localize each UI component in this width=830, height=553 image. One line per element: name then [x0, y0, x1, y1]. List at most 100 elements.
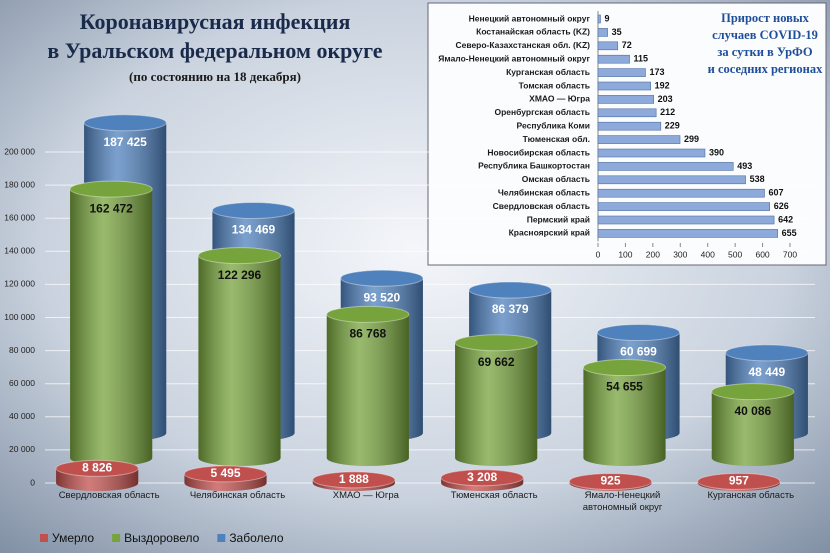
bar — [597, 108, 657, 118]
value-label: 115 — [634, 54, 649, 64]
cylinder-shade — [711, 383, 794, 466]
cylinder-top — [468, 281, 552, 299]
value-label: 1 888 — [339, 472, 369, 486]
bar — [597, 215, 775, 225]
cylinder-top — [69, 180, 153, 198]
legend-swatch — [40, 534, 48, 542]
value-label: 8 826 — [82, 461, 112, 475]
value-label: 229 — [665, 121, 680, 131]
y-tick-label: 160 000 — [4, 212, 35, 222]
category-label: Республика Башкортостан — [478, 161, 590, 171]
x-tick-label: 500 — [728, 249, 742, 259]
chart-title: Коронавирусная инфекция — [80, 9, 351, 34]
value-label: 35 — [612, 27, 622, 37]
legend-swatch — [112, 534, 121, 542]
value-label: 203 — [658, 94, 673, 104]
inset-title: случаев COVID-19 — [712, 28, 818, 42]
value-label: 54 655 — [606, 380, 643, 394]
category-label: Ненецкий автономный округ — [469, 13, 591, 23]
value-label: 299 — [684, 134, 699, 144]
cylinder-top — [55, 459, 139, 477]
x-tick-label: Тюменская область — [450, 490, 538, 501]
cylinder-top — [568, 472, 653, 490]
bar — [597, 41, 619, 51]
y-tick-label: 100 000 — [4, 312, 35, 322]
category-label: Республика Коми — [517, 120, 590, 130]
value-label: 925 — [600, 474, 620, 488]
cylinder-shade — [198, 247, 281, 466]
chart-subtitle: (по состоянию на 18 декабря) — [129, 69, 301, 84]
value-label: 655 — [782, 228, 797, 238]
x-tick-label: 600 — [755, 249, 769, 259]
bar — [597, 28, 608, 37]
y-tick-label: 180 000 — [4, 179, 35, 189]
value-label: 493 — [737, 161, 752, 171]
bar — [597, 162, 734, 171]
bar — [597, 81, 651, 91]
value-label: 134 469 — [232, 223, 276, 237]
legend-label: Выздоровело — [124, 531, 200, 545]
y-tick-label: 20 000 — [9, 444, 35, 454]
category-label: ХМАО — Югра — [529, 94, 590, 104]
legend-swatch — [217, 534, 226, 542]
value-label: 3 208 — [467, 470, 497, 484]
cylinder-top — [326, 305, 410, 323]
category-label: Челябинская область — [498, 187, 590, 197]
category-label: Красноярский край — [509, 228, 590, 238]
value-label: 60 699 — [620, 345, 657, 359]
bar — [597, 148, 706, 158]
inset-title: за сутки в УрФО — [717, 45, 813, 59]
value-label: 390 — [709, 147, 724, 157]
value-label: 212 — [660, 107, 675, 117]
cylinder-top — [83, 114, 167, 132]
value-label: 607 — [768, 188, 783, 198]
chart-title: в Уральском федеральном округе — [47, 38, 382, 63]
x-tick-label: 700 — [783, 249, 797, 259]
value-label: 93 520 — [363, 290, 400, 304]
bar — [597, 95, 654, 104]
value-label: 187 425 — [103, 135, 147, 149]
y-tick-label: 120 000 — [4, 279, 35, 289]
cylinder-top — [596, 324, 681, 342]
category-label: Омская область — [522, 174, 590, 184]
x-tick-label: Ямало-Ненецкий автономный округ — [582, 490, 663, 513]
category-label: Ямало-Ненецкий автономный округ — [438, 53, 590, 63]
x-tick-label: 300 — [673, 249, 687, 259]
cylinder-top — [697, 472, 781, 490]
cylinder-top — [725, 344, 809, 362]
category-label: Оренбургская область — [494, 107, 590, 117]
bar — [597, 188, 765, 198]
value-label: 122 296 — [218, 268, 262, 282]
x-tick-label: Курганская область — [707, 490, 795, 501]
value-label: 957 — [729, 474, 749, 488]
value-label: 72 — [622, 40, 632, 50]
value-label: 162 472 — [89, 201, 133, 215]
y-tick-label: 0 — [30, 477, 35, 487]
x-tick-label: 100 — [618, 249, 632, 259]
y-tick-label: 140 000 — [4, 246, 35, 256]
value-label: 642 — [778, 214, 793, 224]
legend-label: Заболело — [229, 531, 284, 545]
cylinder-top — [197, 247, 282, 265]
bar — [597, 135, 681, 144]
x-tick-label: ХМАО — Югра — [332, 490, 399, 501]
cylinder-shade — [455, 334, 538, 466]
bar — [597, 54, 630, 64]
cylinder-top — [312, 471, 396, 489]
cylinder-top — [340, 269, 424, 287]
cylinder-top — [711, 383, 795, 401]
bar — [597, 175, 746, 185]
value-label: 86 379 — [492, 302, 529, 316]
cylinder-top — [183, 465, 268, 483]
y-tick-label: 60 000 — [9, 378, 35, 388]
x-tick-label: 0 — [596, 249, 601, 259]
x-tick-label: 400 — [701, 249, 715, 259]
inset-title: Прирост новых — [721, 11, 810, 25]
bar — [597, 14, 601, 24]
y-tick-label: 80 000 — [9, 345, 35, 355]
value-label: 48 449 — [748, 365, 785, 379]
y-tick-label: 40 000 — [9, 411, 35, 421]
category-label: Пермский край — [527, 214, 590, 224]
